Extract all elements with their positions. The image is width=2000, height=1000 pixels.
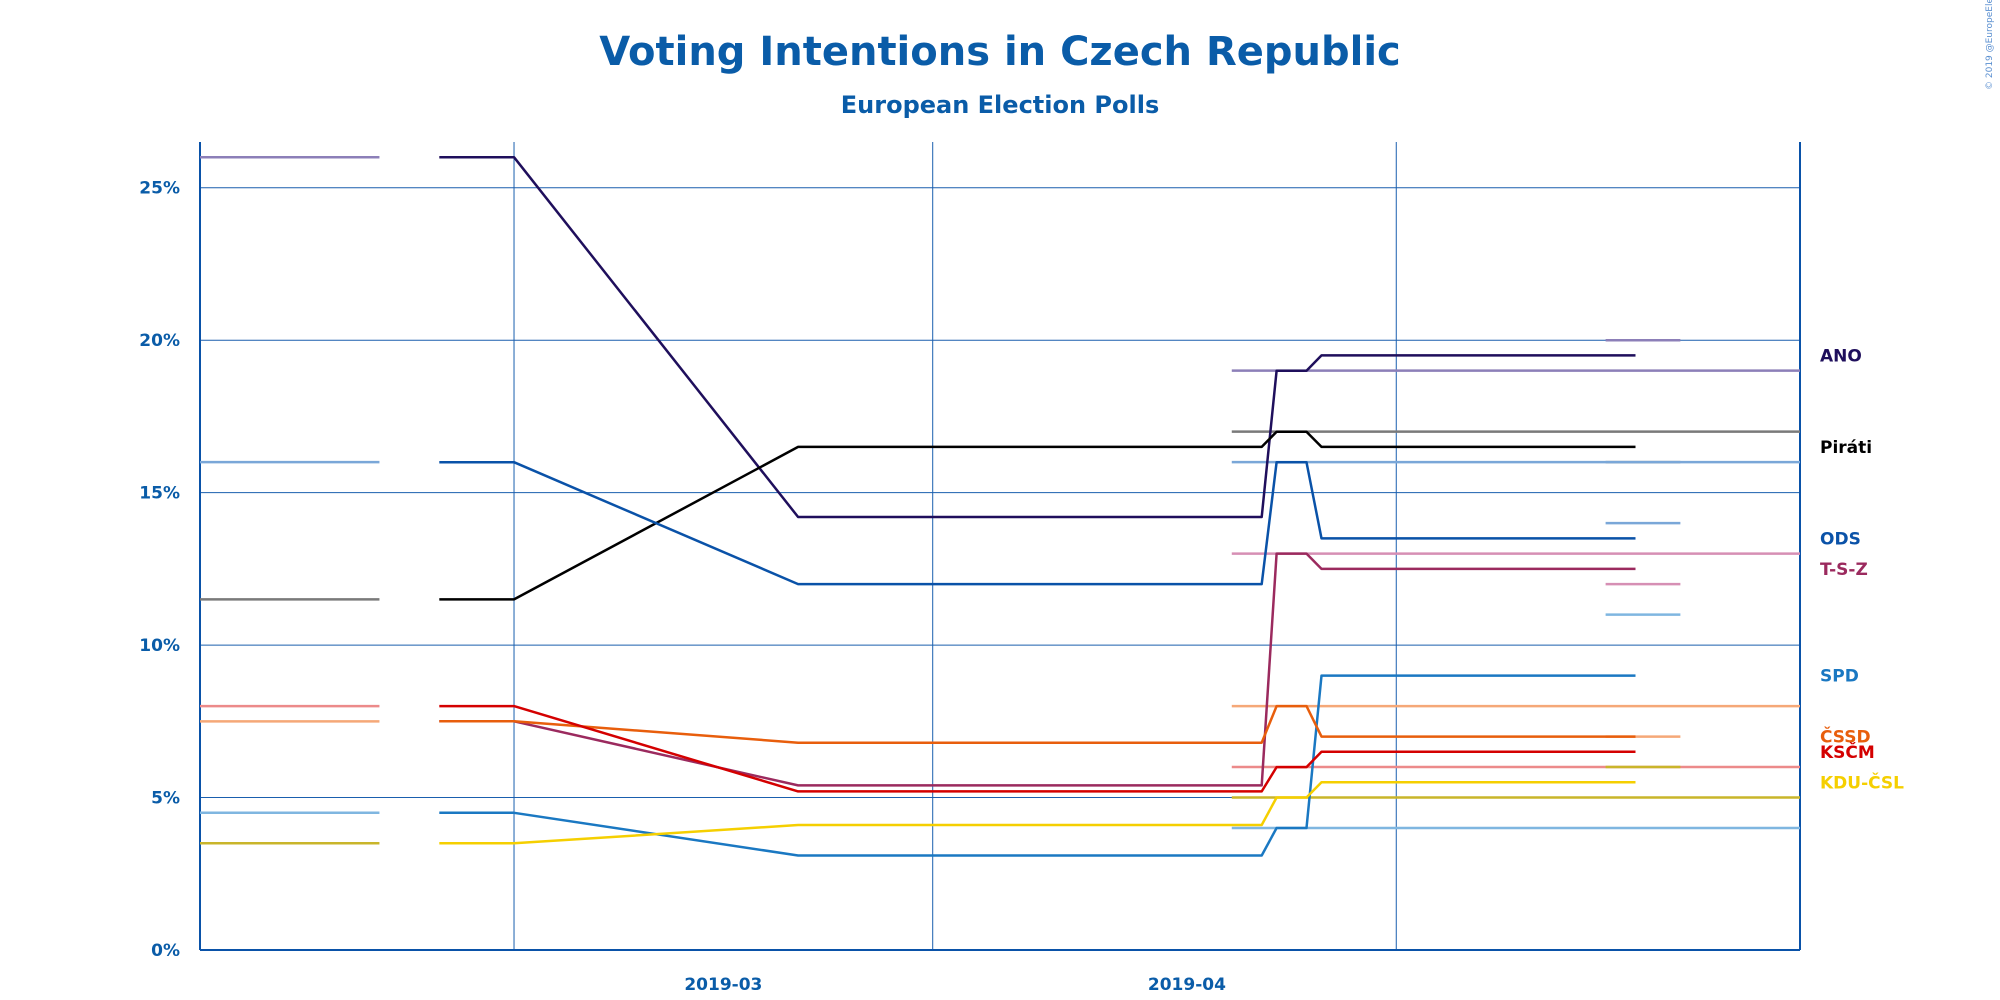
series-line-t-s-z	[439, 552, 1636, 787]
series-label: Piráti	[1820, 438, 1872, 458]
series-label: ČSSD	[1820, 726, 1871, 748]
series-line-čssd	[439, 704, 1636, 744]
poll-markers	[200, 155, 1800, 845]
y-tick-label: 15%	[139, 484, 180, 504]
series-label: KSČM	[1820, 741, 1875, 763]
y-tick-label: 25%	[139, 179, 180, 199]
series-label: ODS	[1820, 529, 1861, 549]
x-axis-ticks: 2019-03 2019-04	[684, 975, 1226, 995]
copyright-notice: © 2019 @EuropeElects	[1985, 0, 1995, 90]
series-line-kdu-čsl	[439, 781, 1636, 845]
y-tick-label: 0%	[151, 941, 180, 961]
grid	[199, 142, 1801, 951]
series-line-spd	[439, 674, 1636, 857]
chart-title: Voting Intentions in Czech Republic	[599, 29, 1401, 75]
series-label: T-S-Z	[1820, 560, 1868, 580]
series-label: SPD	[1820, 667, 1859, 687]
y-tick-label: 5%	[151, 789, 180, 809]
series-line-piráti	[439, 430, 1636, 601]
chart-subtitle: European Election Polls	[841, 91, 1159, 119]
y-tick-label: 20%	[139, 331, 180, 351]
series-line-ano	[439, 155, 1636, 519]
series-lines	[439, 155, 1636, 857]
x-tick-label: 2019-03	[684, 975, 762, 995]
series-line-ksčm	[439, 704, 1636, 793]
y-axis-ticks: 0% 5% 10% 15% 20% 25%	[139, 179, 180, 961]
series-label: ANO	[1820, 346, 1862, 366]
x-tick-label: 2019-04	[1148, 975, 1226, 995]
y-tick-label: 10%	[139, 636, 180, 656]
series-label: KDU-ČSL	[1820, 771, 1904, 793]
series-line-ods	[439, 460, 1636, 586]
